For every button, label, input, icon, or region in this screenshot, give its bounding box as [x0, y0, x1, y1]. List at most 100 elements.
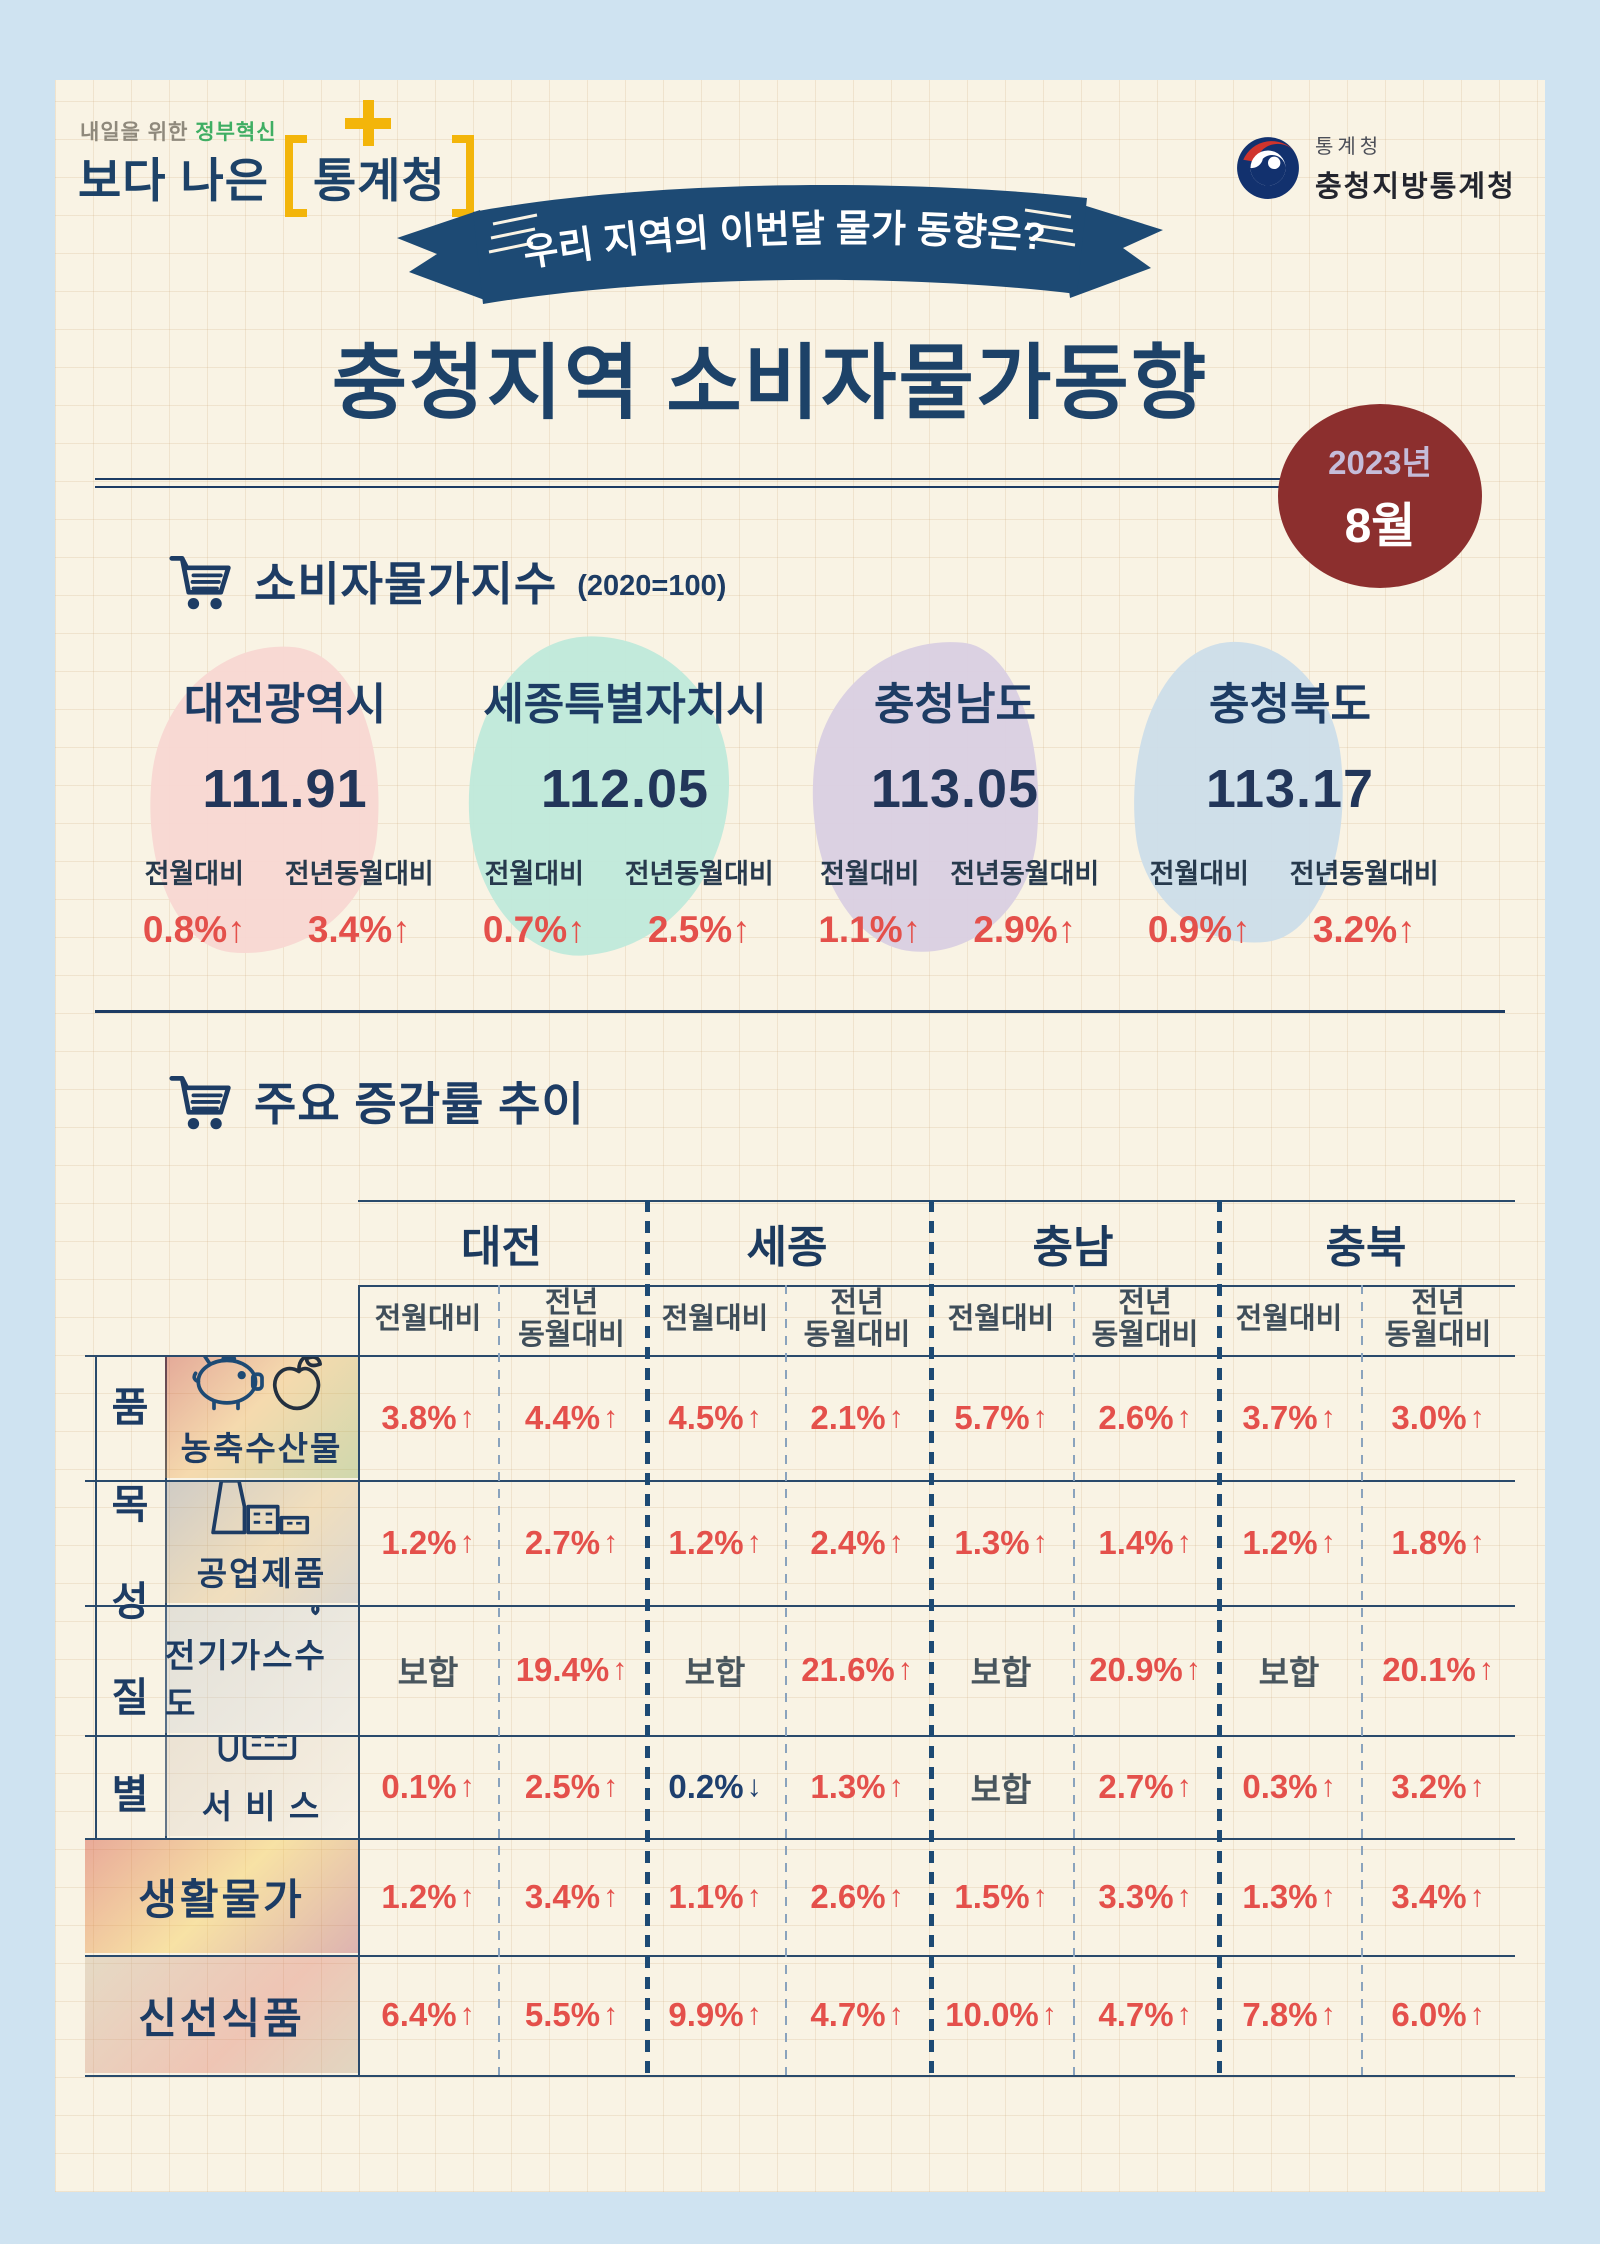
- plus-icon: [345, 100, 391, 146]
- pig-apple-icon: [187, 1357, 337, 1422]
- cart-icon: [169, 556, 231, 610]
- page-title: 충청지역 소비자물가동향: [331, 338, 1209, 429]
- divider-top-line-2: [95, 486, 1462, 488]
- region-index-value: 113.05: [870, 759, 1040, 819]
- mom-value: 1.1%↑: [818, 909, 922, 950]
- table-cell: 21.6% ↑: [801, 1651, 913, 1688]
- region-block-daejeon: 대전광역시 111.91 전월대비 전년동월대비 0.8%↑ 3.4%↑: [120, 668, 450, 951]
- table-region-header-2: 세종: [746, 1222, 828, 1272]
- table-cell: 보합: [397, 1654, 459, 1691]
- bulb-faucet-icon: [187, 1607, 337, 1629]
- yoy-label: 전년동월대비: [1289, 859, 1439, 889]
- section-cpi-title: 소비자물가지수: [254, 558, 558, 610]
- table-cell: 1.2% ↑: [381, 1523, 475, 1561]
- row-label-text: 공업제품: [196, 1555, 327, 1592]
- group-label-char: 목: [111, 1482, 149, 1527]
- row-label-text: 전기가스수도: [165, 1637, 327, 1722]
- table-cell: 0.3% ↑: [1242, 1767, 1336, 1805]
- table-subheader-mom: 전월대비: [1235, 1303, 1343, 1336]
- table-cell: 1.2% ↑: [1242, 1523, 1336, 1561]
- region-block-chungbuk: 충청북도 113.17 전월대비 전년동월대비 0.9%↑ 3.2%↑: [1125, 668, 1455, 951]
- table-subheader-mom: 전월대비: [374, 1303, 482, 1336]
- group-label-char: 성: [111, 1579, 149, 1624]
- bracket-left-icon: [285, 135, 308, 217]
- table-cell: 보합: [970, 1654, 1032, 1691]
- section-cpi-subtitle: (2020=100): [577, 569, 727, 602]
- yoy-value: 3.2%↑: [1312, 909, 1416, 950]
- table-cell: 4.4% ↑: [524, 1398, 619, 1436]
- row-label-4: 서 비 스: [165, 1737, 358, 1836]
- yoy-value: 2.5%↑: [647, 909, 751, 950]
- table-cell: 6.4% ↑: [381, 1996, 475, 2033]
- row-label-text: 서 비 스: [201, 1788, 322, 1825]
- badge-month: 8월: [1344, 500, 1416, 553]
- table-cell: 9.9% ↑: [668, 1996, 762, 2033]
- region-index-value: 112.05: [540, 759, 710, 819]
- table-cell: 1.5% ↑: [954, 1877, 1048, 1915]
- yoy-value: 2.9%↑: [973, 909, 1077, 950]
- table-cell: 1.3% ↑: [810, 1767, 904, 1805]
- row-label-2: 공업제품: [165, 1482, 358, 1603]
- table-row-line: [85, 2075, 1515, 2077]
- mom-label: 전월대비: [484, 859, 584, 889]
- region-name: 대전광역시: [183, 680, 387, 729]
- logo-text-right: 통계청: [313, 153, 446, 207]
- table-cell: 2.7% ↑: [524, 1523, 619, 1561]
- table-cell: 19.4% ↑: [515, 1651, 628, 1688]
- table-cell: 1.2% ↑: [381, 1877, 475, 1915]
- government-emblem-icon: [1237, 136, 1299, 199]
- row-label-6: 신선식품: [85, 1957, 358, 2073]
- region-block-chungnam: 충청남도 113.05 전월대비 전년동월대비 1.1%↑ 2.9%↑: [800, 668, 1110, 951]
- table-thin-divider: [1073, 1285, 1075, 2075]
- table-cell: 1.8% ↑: [1391, 1523, 1485, 1561]
- table-cell: 2.6% ↑: [810, 1877, 904, 1915]
- table-cell: 2.5% ↑: [524, 1767, 619, 1805]
- agency-small-label: 통계청: [1315, 136, 1383, 158]
- region-block-sejong: 세종특별자치시 112.05 전월대비 전년동월대비 0.7%↑ 2.5%↑: [460, 668, 790, 951]
- table-subheader-yoy: 전년 동월대비: [518, 1287, 625, 1351]
- table-row-line: [85, 1355, 1515, 1357]
- table-cell: 0.1% ↑: [381, 1767, 475, 1805]
- group-label-char: 품: [111, 1386, 149, 1431]
- region-name: 충청남도: [874, 680, 1036, 729]
- table-cell: 3.3% ↑: [1098, 1877, 1192, 1915]
- mom-label: 전월대비: [144, 859, 244, 889]
- mom-value: 0.8%↑: [142, 909, 246, 950]
- divider-middle-line: [95, 1010, 1505, 1013]
- divider-top-line-1: [95, 478, 1462, 480]
- table-row-line: [85, 1955, 1515, 1957]
- row-label-1: 농축수산물: [165, 1357, 358, 1478]
- badge-year: 2023년: [1328, 444, 1432, 481]
- table-cell: 4.5% ↑: [668, 1398, 762, 1436]
- region-index-value: 113.17: [1205, 759, 1375, 819]
- table-cell: 6.0% ↑: [1391, 1996, 1485, 2033]
- group-label-char: 별: [111, 1772, 149, 1817]
- table-thin-divider: [498, 1285, 500, 2075]
- yoy-label: 전년동월대비: [284, 859, 434, 889]
- logo-text-left: 보다 나은: [78, 153, 270, 207]
- table-cell: 20.1% ↑: [1382, 1651, 1494, 1688]
- table-subheader-yoy: 전년 동월대비: [1091, 1287, 1199, 1351]
- table-thin-divider: [1361, 1285, 1363, 2075]
- factory-icon: [187, 1482, 337, 1547]
- group-label-char: 질: [111, 1676, 149, 1721]
- mom-value: 0.9%↑: [1147, 909, 1251, 950]
- table-cell: 5.7% ↑: [954, 1398, 1048, 1436]
- date-badge: 2023년 8월: [1278, 404, 1482, 588]
- table-cell: 3.4% ↑: [524, 1877, 619, 1915]
- agency-name-label: 충청지방통계청: [1315, 171, 1516, 203]
- table-cell: 2.1% ↑: [810, 1398, 904, 1436]
- table-region-header-1: 대전: [461, 1222, 542, 1272]
- table-cell: 20.9% ↑: [1089, 1651, 1201, 1688]
- table-cell: 1.3% ↑: [954, 1523, 1048, 1561]
- table-group-divider: [645, 1200, 650, 2075]
- table-cell: 3.4% ↑: [1391, 1877, 1485, 1915]
- yoy-label: 전년동월대비: [950, 859, 1100, 889]
- slogan-highlight: 정부혁신: [195, 121, 277, 144]
- bracket-right-icon: [451, 135, 474, 217]
- region-name: 세종특별자치시: [483, 680, 767, 729]
- table-subheader-line: [358, 1285, 1515, 1287]
- slogan-line: 내일을 위한 정부혁신: [80, 116, 277, 146]
- table-cell: 4.7% ↑: [1098, 1996, 1192, 2033]
- row-label-text: 신선식품: [138, 1994, 305, 2042]
